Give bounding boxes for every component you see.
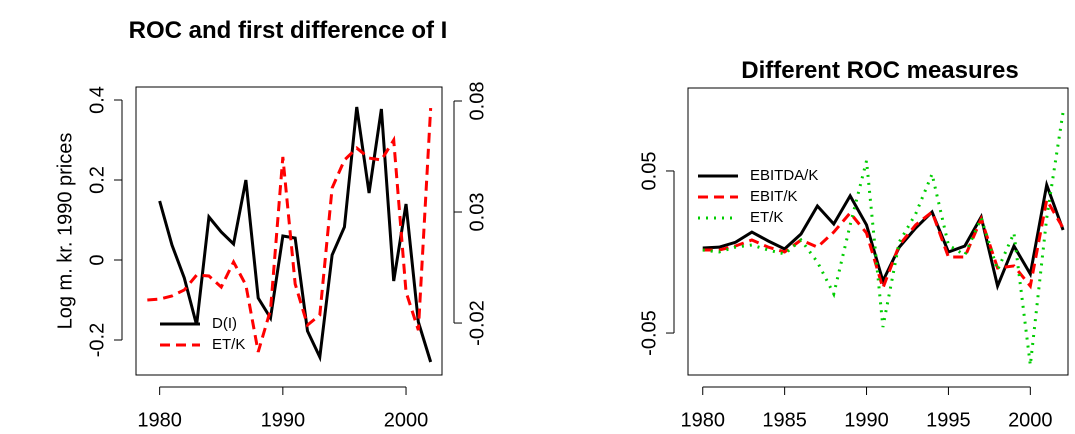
x-tick-label: 1980 <box>680 409 725 431</box>
y2-tick-label: -0.02 <box>466 300 488 346</box>
y-tick-label: -0.2 <box>86 323 108 357</box>
legend-label: ET/K <box>750 209 783 226</box>
series-line <box>702 111 1065 366</box>
y-tick-label: -0.05 <box>638 310 660 356</box>
legend-label: EBITDA/K <box>750 167 818 184</box>
y2-tick-label: 0.08 <box>466 82 488 121</box>
legend-label: ET/K <box>212 336 245 353</box>
series-line <box>702 179 1065 291</box>
plot-box <box>687 87 1069 376</box>
x-tick-label: 1980 <box>137 409 182 431</box>
chart-title: ROC and first difference of I <box>128 17 448 44</box>
x-tick-label: 2000 <box>1008 409 1053 431</box>
x-tick-label: 2000 <box>384 409 429 431</box>
x-tick-label: 1990 <box>844 409 889 431</box>
y2-tick-label: 0.03 <box>466 193 488 232</box>
x-tick-label: 1985 <box>762 409 807 431</box>
y-tick-label: 0.2 <box>86 166 108 194</box>
y-tick-label: 0 <box>86 254 108 265</box>
series-line <box>147 108 433 353</box>
plot-box <box>135 86 443 376</box>
chart-title: Different ROC measures <box>741 57 1019 84</box>
series-line <box>158 106 433 363</box>
x-tick-label: 1990 <box>261 409 306 431</box>
y-tick-label: 0.4 <box>86 86 108 114</box>
y-axis-label: Log m. kr. 1990 prices <box>54 133 76 330</box>
x-tick-label: 1995 <box>926 409 971 431</box>
y-tick-label: 0.05 <box>638 152 660 191</box>
legend-label: D(I) <box>212 315 237 332</box>
legend-label: EBIT/K <box>750 188 798 205</box>
